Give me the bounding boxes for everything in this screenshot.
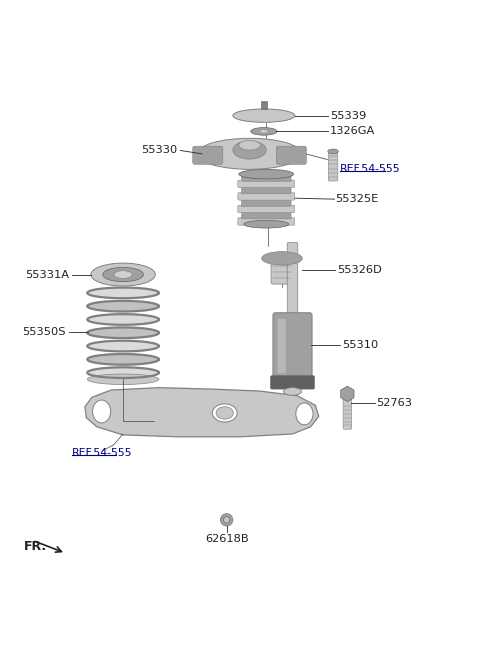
FancyBboxPatch shape bbox=[271, 376, 314, 389]
Ellipse shape bbox=[220, 514, 233, 526]
FancyBboxPatch shape bbox=[241, 174, 291, 181]
Text: REF.54-555: REF.54-555 bbox=[340, 164, 401, 174]
Ellipse shape bbox=[93, 400, 111, 423]
Ellipse shape bbox=[244, 220, 289, 228]
FancyBboxPatch shape bbox=[238, 205, 295, 213]
Ellipse shape bbox=[87, 374, 159, 384]
FancyBboxPatch shape bbox=[271, 257, 293, 284]
Ellipse shape bbox=[328, 149, 338, 154]
FancyBboxPatch shape bbox=[238, 180, 295, 188]
Text: 1326GA: 1326GA bbox=[330, 127, 375, 136]
FancyBboxPatch shape bbox=[238, 218, 295, 225]
Ellipse shape bbox=[91, 263, 156, 286]
FancyBboxPatch shape bbox=[273, 313, 312, 380]
FancyBboxPatch shape bbox=[343, 396, 352, 429]
Ellipse shape bbox=[233, 109, 295, 122]
Ellipse shape bbox=[239, 169, 294, 179]
Ellipse shape bbox=[103, 268, 144, 281]
FancyBboxPatch shape bbox=[278, 319, 286, 373]
FancyBboxPatch shape bbox=[193, 146, 223, 164]
Text: 62618B: 62618B bbox=[205, 534, 249, 544]
Text: 52763: 52763 bbox=[376, 398, 412, 409]
Polygon shape bbox=[87, 314, 159, 325]
Ellipse shape bbox=[262, 252, 302, 265]
Ellipse shape bbox=[233, 141, 266, 159]
Polygon shape bbox=[87, 354, 159, 365]
Text: 55339: 55339 bbox=[330, 111, 366, 121]
Text: 55325E: 55325E bbox=[336, 194, 379, 204]
Polygon shape bbox=[341, 386, 354, 401]
Ellipse shape bbox=[283, 388, 301, 396]
Text: 55330: 55330 bbox=[141, 146, 177, 155]
Text: 55350S: 55350S bbox=[22, 327, 66, 337]
Text: REF.54-555: REF.54-555 bbox=[72, 448, 132, 458]
Text: 55326D: 55326D bbox=[337, 265, 382, 275]
FancyBboxPatch shape bbox=[328, 153, 338, 181]
Polygon shape bbox=[85, 388, 319, 437]
Ellipse shape bbox=[224, 517, 230, 523]
FancyBboxPatch shape bbox=[241, 199, 291, 207]
Polygon shape bbox=[87, 287, 159, 298]
FancyBboxPatch shape bbox=[241, 211, 291, 219]
Polygon shape bbox=[87, 340, 159, 352]
Text: 55331A: 55331A bbox=[25, 270, 69, 279]
FancyBboxPatch shape bbox=[241, 186, 291, 194]
Ellipse shape bbox=[114, 271, 132, 278]
Polygon shape bbox=[87, 301, 159, 312]
Text: 55310: 55310 bbox=[342, 340, 378, 350]
Bar bbox=[261, 101, 267, 110]
Ellipse shape bbox=[251, 127, 277, 135]
Ellipse shape bbox=[212, 404, 237, 422]
Ellipse shape bbox=[259, 130, 269, 133]
Ellipse shape bbox=[296, 403, 313, 425]
FancyBboxPatch shape bbox=[276, 146, 306, 164]
Polygon shape bbox=[87, 327, 159, 338]
Ellipse shape bbox=[239, 140, 260, 150]
FancyBboxPatch shape bbox=[287, 243, 298, 318]
Polygon shape bbox=[87, 367, 159, 378]
FancyBboxPatch shape bbox=[238, 193, 295, 200]
Ellipse shape bbox=[216, 407, 233, 419]
Ellipse shape bbox=[197, 138, 302, 169]
Text: FR.: FR. bbox=[24, 540, 48, 553]
